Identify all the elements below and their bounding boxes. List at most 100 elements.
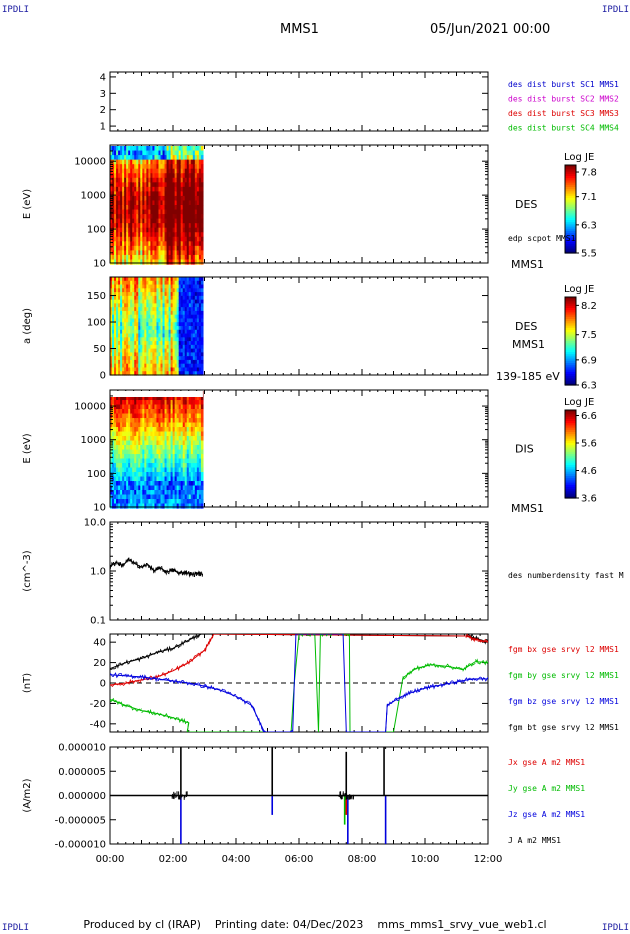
heatmap-cell bbox=[178, 445, 182, 451]
heatmap-cell bbox=[116, 241, 119, 247]
heatmap-cell bbox=[192, 490, 196, 496]
heatmap-cell bbox=[144, 205, 147, 211]
heatmap-cell bbox=[148, 168, 152, 174]
heatmap-cell bbox=[174, 472, 178, 478]
heatmap-cell bbox=[118, 314, 121, 320]
heatmap-cell bbox=[132, 481, 135, 487]
heatmap-cell bbox=[124, 310, 127, 316]
heatmap-cell bbox=[142, 284, 145, 289]
heatmap-cell bbox=[174, 292, 178, 297]
heatmap-cell bbox=[130, 485, 133, 491]
heatmap-cell bbox=[116, 337, 119, 342]
heatmap-cell bbox=[130, 227, 133, 233]
heatmap-cell bbox=[168, 371, 172, 376]
heatmap-cell bbox=[188, 168, 192, 174]
heatmap-cell bbox=[140, 205, 143, 211]
heatmap-cell bbox=[140, 314, 143, 320]
heatmap-cell bbox=[162, 209, 166, 215]
heatmap-cell bbox=[186, 177, 190, 183]
heatmap-cell bbox=[128, 168, 131, 174]
heatmap-cell bbox=[162, 322, 166, 327]
heatmap-cell bbox=[116, 254, 119, 261]
heatmap-cell bbox=[152, 409, 156, 415]
heatmap-cell bbox=[190, 329, 194, 335]
heatmap-cell bbox=[140, 214, 143, 220]
heatmap-cell bbox=[140, 329, 143, 335]
heatmap-cell bbox=[128, 191, 131, 197]
heatmap-cell bbox=[196, 310, 200, 316]
heatmap-cell bbox=[116, 232, 119, 238]
heatmap-cell bbox=[154, 333, 158, 338]
heatmap-cell bbox=[128, 245, 131, 251]
heatmap-cell bbox=[144, 344, 147, 350]
heatmap-cell bbox=[114, 445, 117, 451]
heatmap-cell bbox=[166, 356, 170, 361]
heatmap-cell bbox=[124, 223, 127, 229]
heatmap-cell bbox=[160, 245, 164, 251]
heatmap-cell bbox=[164, 431, 168, 437]
heatmap-cell bbox=[146, 146, 149, 152]
heatmap-cell bbox=[134, 259, 137, 265]
heatmap-cell bbox=[170, 363, 174, 369]
heatmap-cell bbox=[174, 322, 178, 327]
heatmap-cell bbox=[176, 303, 180, 308]
heatmap-cell bbox=[152, 299, 156, 304]
heatmap-cell bbox=[160, 485, 164, 491]
heatmap-cell bbox=[124, 209, 127, 215]
heatmap-cell bbox=[156, 280, 160, 286]
heatmap-cell bbox=[168, 472, 172, 478]
heatmap-cell bbox=[174, 348, 178, 353]
heatmap-cell bbox=[186, 173, 190, 179]
heatmap-cell bbox=[128, 177, 131, 183]
heatmap-cell bbox=[192, 209, 196, 215]
heatmap-cell bbox=[136, 177, 139, 183]
heatmap-cell bbox=[116, 164, 119, 170]
heatmap-cell bbox=[196, 413, 200, 419]
heatmap-cell bbox=[162, 352, 166, 357]
heatmap-cell bbox=[146, 341, 149, 346]
heatmap-cell bbox=[194, 445, 198, 451]
heatmap-cell bbox=[114, 159, 117, 165]
heatmap-cell bbox=[134, 159, 137, 165]
heatmap-cell bbox=[110, 371, 113, 376]
heatmap-cell bbox=[184, 284, 188, 289]
heatmap-cell bbox=[122, 463, 125, 469]
heatmap-cell bbox=[124, 341, 127, 346]
heatmap-cell bbox=[158, 472, 162, 478]
colorbar-segment bbox=[565, 347, 576, 351]
heatmap-cell bbox=[200, 303, 204, 308]
heatmap-cell bbox=[146, 337, 149, 342]
heatmap-cell bbox=[196, 341, 200, 346]
heatmap-cell bbox=[112, 352, 115, 357]
heatmap-cell bbox=[178, 400, 182, 406]
heatmap-cell bbox=[192, 150, 196, 156]
heatmap-cell bbox=[188, 454, 192, 460]
heatmap-cell bbox=[190, 292, 194, 297]
heatmap-cell bbox=[154, 277, 158, 282]
heatmap-cell bbox=[182, 341, 186, 346]
heatmap-cell bbox=[140, 499, 143, 505]
heatmap-cell bbox=[134, 413, 137, 419]
heatmap-cell bbox=[126, 186, 129, 192]
heatmap-cell bbox=[156, 168, 160, 174]
heatmap-cell bbox=[114, 395, 117, 401]
heatmap-cell bbox=[130, 363, 133, 369]
heatmap-cell bbox=[170, 168, 174, 174]
heatmap-cell bbox=[120, 341, 123, 346]
heatmap-cell bbox=[148, 177, 152, 183]
heatmap-cell bbox=[168, 288, 172, 293]
heatmap-cell bbox=[126, 303, 129, 308]
heatmap-cell bbox=[128, 205, 131, 211]
colorbar-segment bbox=[565, 482, 576, 486]
heatmap-cell bbox=[126, 490, 129, 496]
heatmap-cell bbox=[114, 303, 117, 308]
heatmap-cell bbox=[160, 503, 164, 509]
heatmap-cell bbox=[118, 322, 121, 327]
heatmap-cell bbox=[130, 299, 133, 304]
heatmap-cell bbox=[168, 186, 172, 192]
heatmap-cell bbox=[198, 463, 202, 469]
colorbar-segment bbox=[565, 491, 576, 495]
heatmap-cell bbox=[116, 449, 119, 455]
heatmap-cell bbox=[144, 341, 147, 346]
colorbar-tick-label: 4.6 bbox=[581, 466, 597, 477]
